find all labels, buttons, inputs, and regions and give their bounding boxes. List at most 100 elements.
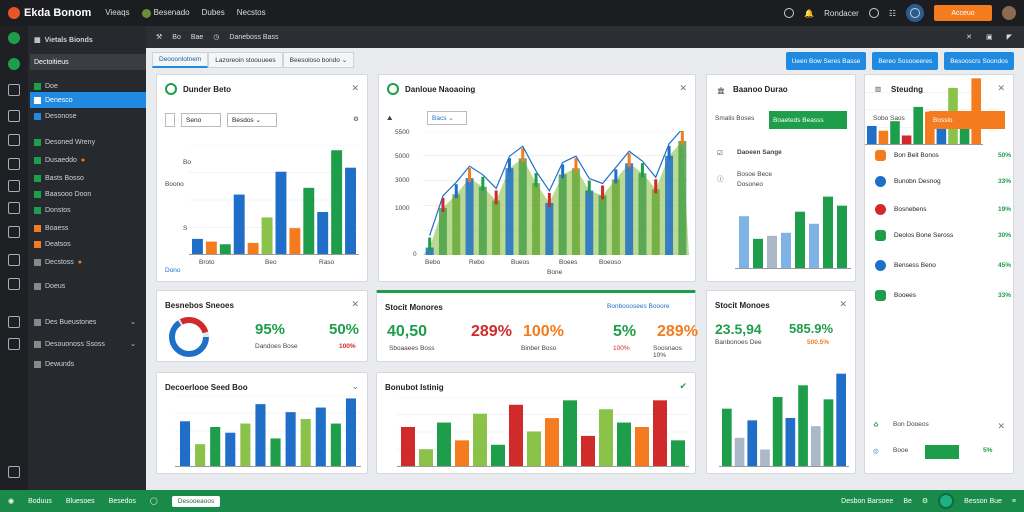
sidebar-item-14[interactable]: Dewunds	[30, 356, 146, 372]
sidebar-item-4[interactable]: Dusaeddo ●	[30, 152, 146, 168]
expand-icon[interactable]: ⌄	[351, 381, 359, 391]
clock-icon[interactable]	[784, 8, 795, 18]
footer-right-2[interactable]: Besson Bue	[964, 497, 1002, 505]
expand-icon[interactable]: ▣	[985, 34, 993, 41]
rail-globe-icon[interactable]	[8, 278, 20, 290]
close-icon[interactable]: ✕	[966, 34, 972, 41]
app-logo[interactable]: Ekda Bonom	[0, 7, 91, 19]
footer-gear-icon[interactable]: ⚙	[921, 498, 929, 505]
nav-item-0[interactable]: Vieaqs	[105, 8, 130, 18]
tab-2[interactable]: Beesoloso bondo ⌄	[282, 52, 355, 68]
bar	[625, 163, 634, 255]
select-range[interactable]: Bacs ⌄	[427, 111, 467, 125]
tab-1[interactable]: Lazoreoin stoouuees	[208, 52, 283, 68]
sidebar-item-10[interactable]: Decstoss ●	[30, 254, 146, 270]
action-button[interactable]: Acceuo	[934, 5, 992, 21]
toolbar-button-2[interactable]: Besooscrs Soondos	[944, 52, 1014, 70]
rail-circle-icon[interactable]	[8, 158, 20, 170]
section-title: Daoeen Sange	[737, 149, 782, 156]
tag-icon[interactable]: ◤	[1006, 34, 1012, 41]
sidebar-item-13[interactable]: Desouonoss Ssoss ⌄	[30, 336, 146, 352]
check-icon[interactable]: ✔	[679, 381, 687, 391]
footer-right-1[interactable]: Be	[903, 497, 912, 505]
wrench-icon[interactable]: ⚒	[156, 34, 163, 41]
close-icon[interactable]: ✕	[351, 299, 359, 309]
sidebar-item-6[interactable]: Baasooo Doon	[30, 186, 146, 202]
rail-settings-icon[interactable]	[8, 338, 20, 350]
list-item[interactable]: Bunobn Desnog 33%	[875, 173, 1011, 189]
sidebar-item-3[interactable]: Desoned Wreny	[30, 134, 146, 150]
card-title: Steudng	[891, 85, 923, 94]
user-name[interactable]: Rondacer	[824, 8, 859, 18]
sidebar-item-11[interactable]: Doeus	[30, 278, 146, 294]
sidebar-item-8[interactable]: Boaess	[30, 220, 146, 236]
bell-icon[interactable]: 🔔	[804, 8, 815, 18]
close-icon[interactable]: ✕	[351, 83, 359, 93]
list-item[interactable]: Booees 33%	[875, 287, 1011, 303]
green-action-button[interactable]: Boaeteds Beasss	[769, 111, 847, 129]
y-tick-0: 5500	[395, 129, 410, 136]
toolbar-button-0[interactable]: Ueen Bow Seres Basse	[785, 52, 867, 70]
nav-item-1[interactable]: Besenado	[141, 8, 190, 18]
tab-0[interactable]: Deooonlotnem	[152, 52, 209, 68]
bar	[678, 140, 687, 255]
close-icon[interactable]: ✕	[997, 83, 1005, 93]
card-bar-chart-1: Dunder Beto ✕ Seno Besdos ⌄ ⚙ Bo Boono S…	[156, 74, 368, 282]
settings-icon[interactable]	[868, 8, 879, 18]
bar	[233, 194, 245, 255]
rail-home-icon[interactable]	[8, 32, 20, 44]
checkbox[interactable]	[165, 113, 175, 127]
toolbar-button-1[interactable]: Bereo Sosooeeres	[872, 52, 939, 70]
close-icon[interactable]: ✕	[679, 83, 687, 93]
sidebar-item-5[interactable]: Basts Bosso	[30, 170, 146, 186]
rail-gear-icon[interactable]	[8, 466, 20, 478]
sidebar-item-2[interactable]: Desonose	[30, 108, 146, 124]
subbar-item-1[interactable]: Bae	[190, 33, 204, 41]
settings-icon[interactable]: ⚙	[353, 116, 359, 123]
circle-button[interactable]	[906, 4, 924, 22]
list-item[interactable]: Bensess Beno 45%	[875, 257, 1011, 273]
select-1[interactable]: Seno	[181, 113, 221, 127]
sidebar-section[interactable]: Dectoitieus	[30, 54, 146, 70]
footer-item-0[interactable]: Boduus	[28, 497, 52, 505]
grid-icon[interactable]: ☷	[888, 8, 896, 18]
orange-button[interactable]: Bosslo	[929, 111, 1005, 129]
sidebar-item-1[interactable]: Denesco	[30, 92, 146, 108]
avatar[interactable]	[1002, 6, 1016, 20]
close-icon[interactable]: ✕	[839, 299, 847, 309]
footer-toggle[interactable]	[938, 493, 955, 509]
subbar-item-0[interactable]: Bo	[172, 33, 181, 41]
rail-edit-icon[interactable]	[8, 84, 20, 96]
rail-copy-icon[interactable]	[8, 226, 20, 238]
list-item[interactable]: Deolos Bone Seross 30%	[875, 227, 1011, 243]
rail-dash-icon[interactable]	[8, 58, 20, 70]
footer-search-icon[interactable]: ◯	[149, 498, 158, 505]
footer-menu-icon[interactable]: ≡	[1011, 497, 1016, 505]
footer-right-0[interactable]: Desbon Barsoee	[841, 497, 894, 505]
chevron-down-icon[interactable]: ⌄	[130, 341, 136, 348]
nav-item-3[interactable]: Necstos	[236, 8, 266, 18]
card-link[interactable]: Bonbooosees Booore	[607, 303, 670, 310]
kpi-sub-2: 500.5%	[807, 339, 830, 346]
footer-item-2[interactable]: Besedos	[108, 497, 136, 505]
footer-item-1[interactable]: Bluesoes	[65, 497, 95, 505]
rail-target-icon[interactable]	[8, 180, 20, 192]
chevron-down-icon[interactable]: ⌄	[130, 319, 136, 326]
subbar-item-2[interactable]: Daneboss Bass	[229, 33, 279, 41]
select-2[interactable]: Besdos ⌄	[227, 113, 277, 127]
sidebar-item-9[interactable]: Deatsos	[30, 236, 146, 252]
close-icon[interactable]: ✕	[997, 421, 1005, 431]
rail-doc-icon[interactable]	[8, 202, 20, 214]
nav-item-2[interactable]: Dubes	[201, 8, 225, 18]
list-item[interactable]: Bon Beit Bonos 50%	[875, 147, 1011, 163]
rail-table-icon[interactable]	[8, 254, 20, 266]
sidebar-item-12[interactable]: Des Bueustones ⌄	[30, 314, 146, 330]
sidebar-item-0[interactable]: Doe	[30, 78, 146, 94]
rail-list-icon[interactable]	[8, 110, 20, 122]
list-item[interactable]: Bosnebens 19%	[875, 201, 1011, 217]
rail-pin-icon[interactable]	[8, 316, 20, 328]
rail-chart-icon[interactable]	[8, 134, 20, 146]
sidebar-item-7[interactable]: Donstos	[30, 202, 146, 218]
candle	[428, 237, 432, 252]
footer-input[interactable]: Desooeaoos	[171, 495, 221, 507]
